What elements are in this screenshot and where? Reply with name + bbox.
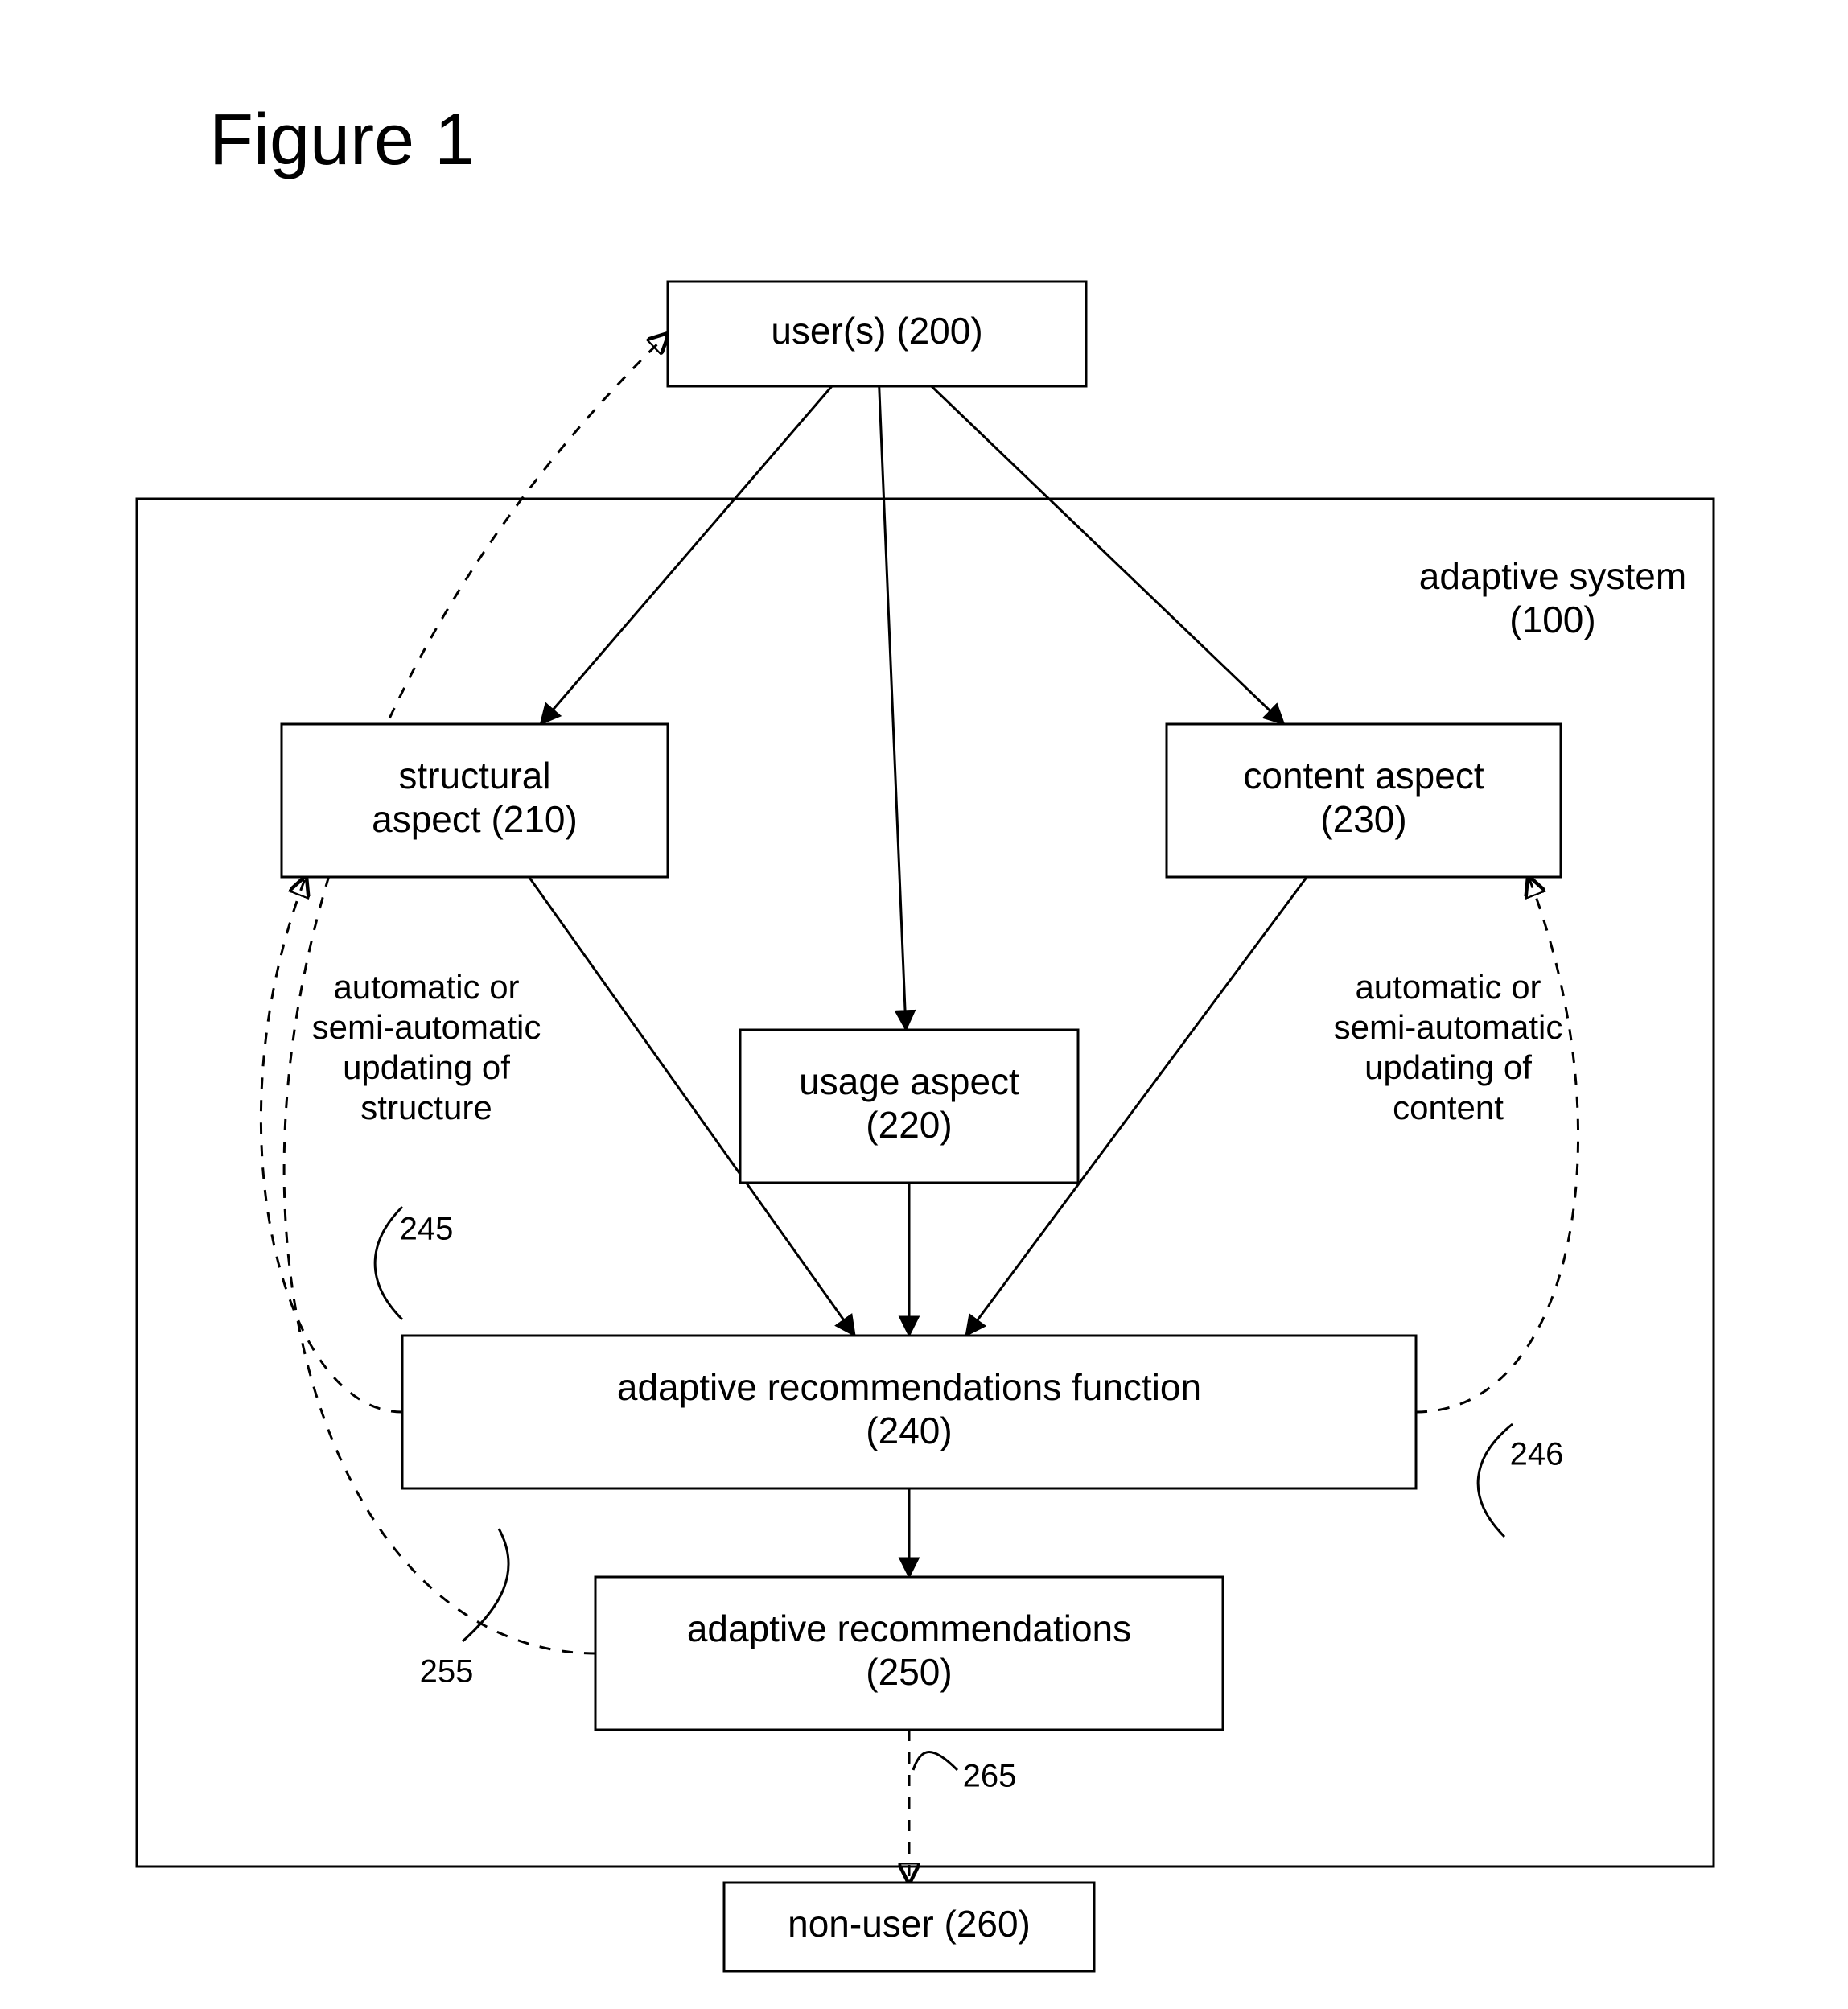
node-content-label: (230) (1320, 798, 1406, 840)
container-label: (100) (1509, 599, 1595, 640)
node-recs-label: adaptive recommendations (687, 1608, 1131, 1649)
node-structural-label: aspect (210) (372, 798, 578, 840)
figure-title: Figure 1 (209, 100, 475, 180)
leader-l246 (1478, 1424, 1513, 1537)
edge-user-to-content (932, 386, 1284, 724)
node-structural-label: structural (398, 755, 550, 797)
node-func-label: adaptive recommendations function (617, 1366, 1201, 1408)
refnum-246: 246 (1510, 1437, 1564, 1472)
annotation-left_update: updating of (343, 1048, 510, 1086)
edge-user-to-structural (541, 386, 832, 724)
edge-user-to-usage (879, 386, 906, 1030)
node-usage-label: (220) (866, 1104, 952, 1146)
annotation-right_update: updating of (1364, 1048, 1532, 1086)
refnum-265: 265 (963, 1759, 1017, 1794)
annotation-right_update: semi-automatic (1334, 1008, 1563, 1046)
node-nonuser-label: non-user (260) (788, 1903, 1031, 1945)
node-func-label: (240) (866, 1410, 952, 1451)
dashed-edge-func-to-content (1416, 877, 1578, 1412)
node-user-label: user(s) (200) (771, 310, 982, 352)
node-recs-label: (250) (866, 1651, 952, 1693)
leader-l255 (463, 1529, 508, 1641)
refnum-245: 245 (400, 1212, 454, 1247)
annotation-right_update: automatic or (1355, 968, 1541, 1006)
dashed-edge-func-to-structural (261, 877, 402, 1412)
node-usage-label: usage aspect (799, 1060, 1019, 1102)
annotation-left_update: structure (360, 1089, 492, 1126)
refnum-255: 255 (420, 1654, 474, 1690)
node-content-label: content aspect (1243, 755, 1484, 797)
annotation-right_update: content (1393, 1089, 1504, 1126)
container-label: adaptive system (1419, 555, 1686, 597)
annotation-left_update: semi-automatic (312, 1008, 541, 1046)
leader-l245 (375, 1207, 402, 1319)
annotation-left_update: automatic or (333, 968, 519, 1006)
leader-l265 (913, 1752, 957, 1771)
